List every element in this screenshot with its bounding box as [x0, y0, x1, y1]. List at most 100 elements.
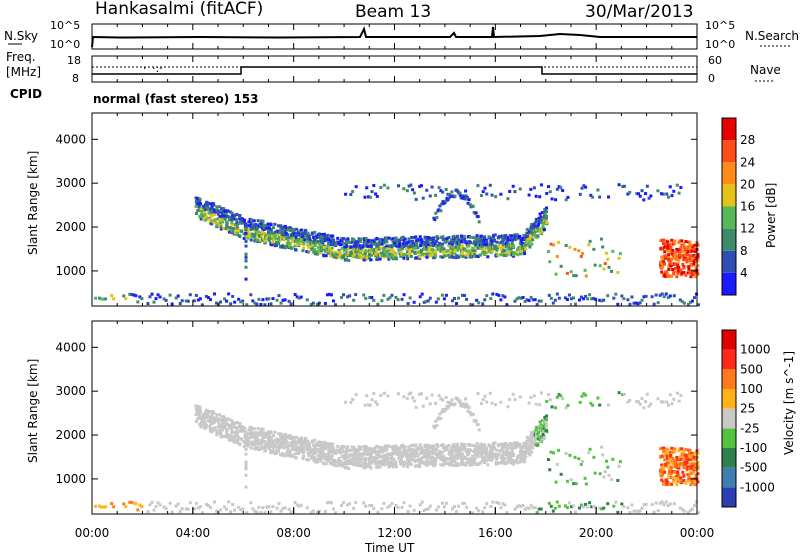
velocity-cell: [312, 458, 316, 462]
power-cell: [387, 236, 391, 240]
power-cell: [564, 198, 568, 202]
power-cell: [256, 219, 260, 223]
velocity-cell: [328, 462, 332, 466]
power-cell: [303, 231, 307, 235]
power-cell: [419, 184, 423, 188]
velocity-cell: [461, 452, 465, 456]
power-cell: [684, 273, 688, 277]
power-cell: [369, 258, 373, 262]
velocity-cell: [364, 459, 368, 463]
power-cell: [521, 295, 525, 299]
velocity-cell: [508, 446, 512, 450]
velocity-cell: [441, 458, 445, 462]
power-cell: [476, 241, 480, 245]
power-cell: [666, 246, 670, 250]
velocity-cell: [245, 511, 249, 515]
velocity-cell: [447, 461, 451, 465]
velocity-cell: [440, 501, 444, 505]
velocity-cell: [345, 453, 349, 457]
power-cell: [538, 195, 542, 199]
power-cell: [519, 238, 523, 242]
velocity-cell: [365, 394, 369, 398]
velocity-cell: [652, 510, 656, 514]
velocity-cell: [554, 406, 558, 410]
velocity-cell: [682, 474, 686, 478]
velocity-cell: [322, 453, 326, 457]
power-cell: [300, 238, 304, 242]
power-cell: [425, 250, 429, 254]
power-cell: [136, 300, 140, 304]
velocity-cell: [446, 400, 450, 404]
power-cell: [446, 198, 450, 202]
velocity-cell: [477, 428, 481, 432]
power-cell: [458, 238, 462, 242]
power-cell: [696, 258, 700, 262]
velocity-cell: [483, 506, 487, 510]
velocity-cell: [369, 453, 373, 457]
velocity-cell: [675, 475, 679, 479]
power-cell: [267, 234, 271, 238]
velocity-cell: [525, 439, 529, 443]
power-cell: [477, 301, 481, 305]
power-cell: [399, 250, 403, 254]
velocity-cell: [528, 447, 532, 451]
power-cell: [501, 243, 505, 247]
velocity-cell: [278, 439, 282, 443]
velocity-cell: [478, 461, 482, 465]
velocity-cell: [469, 448, 473, 452]
power-cell: [306, 239, 310, 243]
power-cell: [346, 237, 350, 241]
colorbar-tick-label: 24: [740, 155, 755, 169]
power-cell: [584, 185, 588, 189]
power-cell: [448, 255, 452, 259]
velocity-cell: [688, 454, 692, 458]
colorbar-swatch: [722, 428, 736, 448]
power-cell: [677, 269, 681, 273]
power-cell: [277, 239, 281, 243]
power-cell: [602, 267, 606, 271]
power-cell: [677, 266, 681, 270]
power-cell: [293, 248, 297, 252]
power-cell: [349, 245, 353, 249]
power-cell: [471, 303, 475, 307]
velocity-cell: [198, 410, 202, 414]
velocity-cell: [523, 507, 527, 511]
velocity-cell: [439, 443, 443, 447]
velocity-cell: [136, 508, 140, 512]
power-cell: [335, 252, 339, 256]
power-cell: [677, 191, 681, 195]
power-cell: [334, 303, 337, 307]
power-cell: [314, 234, 318, 238]
power-cell: [551, 301, 555, 305]
power-cell: [682, 271, 686, 275]
velocity-cell: [335, 460, 339, 464]
velocity-cell: [367, 464, 371, 468]
velocity-cell: [464, 463, 468, 467]
velocity-cell: [346, 460, 350, 464]
velocity-cell: [241, 429, 245, 433]
power-cell: [476, 254, 480, 258]
velocity-cell: [453, 402, 457, 406]
power-cell: [690, 299, 694, 303]
power-cell: [682, 266, 686, 270]
power-cell: [281, 227, 285, 231]
velocity-cell: [539, 423, 543, 427]
velocity-cell: [385, 452, 389, 456]
velocity-cell: [228, 433, 232, 437]
power-cell: [692, 253, 696, 257]
velocity-cell: [499, 400, 503, 404]
power-cell: [98, 296, 102, 300]
velocity-cell: [500, 448, 504, 452]
power-cell: [577, 249, 581, 253]
velocity-cell: [404, 454, 408, 458]
velocity-colorbar-label: Velocity [m s^-1]: [782, 351, 796, 455]
velocity-cell: [572, 482, 576, 486]
velocity-cell: [413, 455, 417, 459]
velocity-cell: [685, 453, 689, 457]
velocity-cell: [416, 446, 420, 450]
power-cell: [272, 231, 276, 235]
power-cell: [315, 252, 319, 256]
velocity-cell: [508, 397, 512, 401]
velocity-cell: [422, 508, 426, 512]
power-cell: [304, 229, 308, 233]
